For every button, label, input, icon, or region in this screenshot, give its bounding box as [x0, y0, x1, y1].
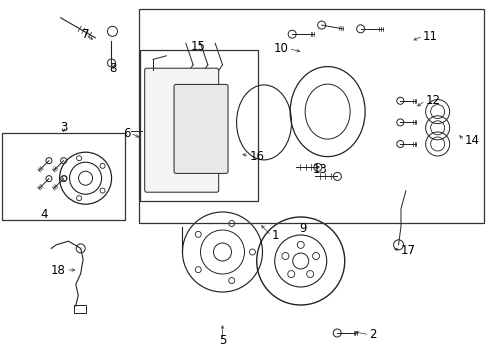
Text: 5: 5	[218, 334, 226, 347]
Text: 13: 13	[312, 163, 327, 176]
Bar	[74, 305, 86, 313]
Text: 8: 8	[108, 62, 116, 75]
Bar	[2, 133, 124, 220]
Text: 7: 7	[81, 28, 89, 41]
Text: 16: 16	[249, 150, 264, 163]
Text: 3: 3	[60, 121, 67, 134]
Text: 15: 15	[190, 40, 205, 53]
Text: 17: 17	[400, 244, 415, 257]
Bar	[140, 50, 258, 201]
Text: 14: 14	[464, 134, 479, 147]
Text: 6: 6	[123, 127, 130, 140]
FancyBboxPatch shape	[144, 68, 218, 192]
Text: 2: 2	[368, 328, 376, 341]
Text: 11: 11	[422, 30, 437, 42]
Text: 12: 12	[425, 94, 440, 107]
Text: 18: 18	[51, 264, 66, 276]
Bar	[139, 9, 483, 223]
Text: 9: 9	[299, 222, 306, 235]
FancyBboxPatch shape	[174, 84, 227, 174]
Text: 10: 10	[273, 42, 288, 55]
Text: 4: 4	[40, 208, 48, 221]
Text: 1: 1	[271, 229, 278, 242]
